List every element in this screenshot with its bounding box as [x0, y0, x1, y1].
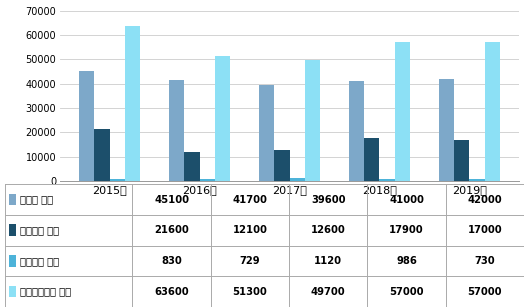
Text: 63600: 63600: [154, 287, 189, 297]
Text: 49700: 49700: [311, 287, 345, 297]
Bar: [9, 224, 16, 236]
Bar: [290, 178, 305, 181]
Bar: [439, 79, 454, 181]
Text: 51300: 51300: [233, 287, 267, 297]
Text: 1120: 1120: [314, 256, 342, 266]
Text: 表观消费量： 千吨: 表观消费量： 千吨: [20, 287, 71, 297]
Bar: [200, 179, 215, 181]
Bar: [215, 56, 230, 181]
Text: 21600: 21600: [154, 225, 189, 235]
Text: 出口量： 千吨: 出口量： 千吨: [20, 256, 59, 266]
Bar: [454, 140, 470, 181]
Text: 45100: 45100: [154, 195, 189, 204]
Text: 729: 729: [239, 256, 260, 266]
Text: 进口量： 千吨: 进口量： 千吨: [20, 225, 59, 235]
Text: 41000: 41000: [389, 195, 424, 204]
Text: 12100: 12100: [233, 225, 267, 235]
Text: 730: 730: [475, 256, 495, 266]
Bar: [110, 179, 125, 181]
Text: 42000: 42000: [467, 195, 502, 204]
Bar: [379, 179, 395, 181]
Bar: [94, 129, 110, 181]
Text: 39600: 39600: [311, 195, 345, 204]
Text: 17000: 17000: [467, 225, 502, 235]
Bar: [395, 42, 410, 181]
Text: 12600: 12600: [311, 225, 345, 235]
Text: 17900: 17900: [389, 225, 424, 235]
Bar: [169, 80, 184, 181]
Bar: [364, 138, 379, 181]
Bar: [79, 71, 94, 181]
Bar: [485, 42, 500, 181]
Bar: [305, 60, 320, 181]
Bar: [470, 179, 485, 181]
Bar: [9, 286, 16, 297]
Bar: [125, 26, 140, 181]
Text: 57000: 57000: [467, 287, 502, 297]
Bar: [349, 81, 364, 181]
Text: 57000: 57000: [389, 287, 424, 297]
Bar: [274, 150, 289, 181]
Text: 产量： 千吨: 产量： 千吨: [20, 195, 53, 204]
Text: 830: 830: [161, 256, 182, 266]
Bar: [9, 194, 16, 205]
Text: 41700: 41700: [233, 195, 267, 204]
Bar: [259, 85, 274, 181]
Bar: [9, 255, 16, 267]
Bar: [184, 152, 200, 181]
Text: 986: 986: [396, 256, 417, 266]
